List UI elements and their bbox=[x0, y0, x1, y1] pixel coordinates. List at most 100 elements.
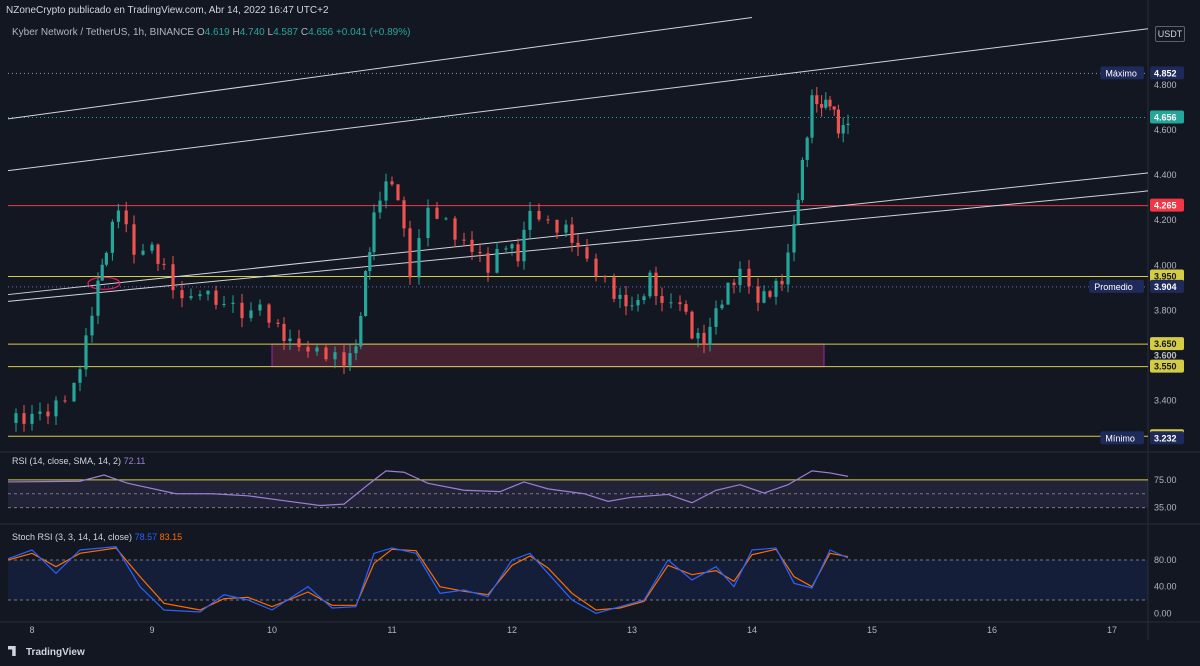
candle-body bbox=[832, 106, 836, 110]
price-tick-label: 4.200 bbox=[1154, 215, 1177, 225]
candle-body bbox=[815, 95, 819, 105]
price-label-value: 4.656 bbox=[1154, 112, 1177, 122]
candle-body bbox=[516, 244, 520, 262]
stoch-rsi-pane: 80.00 40.00 0.00 bbox=[7, 546, 1177, 618]
candle-body bbox=[696, 332, 700, 339]
candle-body bbox=[110, 221, 114, 253]
candle-body bbox=[240, 302, 244, 319]
candle-body bbox=[249, 310, 253, 319]
candle-body bbox=[528, 210, 532, 230]
candle-body bbox=[603, 276, 607, 278]
candle-body bbox=[324, 347, 328, 360]
price-label-value: 4.852 bbox=[1154, 68, 1177, 78]
candle-body bbox=[426, 207, 430, 239]
candle-body bbox=[654, 272, 658, 297]
candle-body bbox=[470, 239, 474, 252]
candle-body bbox=[678, 302, 682, 305]
candle-body bbox=[828, 99, 832, 107]
stoch-d-value: 83.15 bbox=[159, 532, 183, 542]
rsi-tick-label: 75.00 bbox=[1154, 475, 1177, 485]
price-label-value: 3.232 bbox=[1154, 433, 1177, 443]
candle-body bbox=[546, 219, 550, 221]
price-label-box bbox=[1150, 198, 1184, 212]
candle-body bbox=[124, 210, 128, 225]
candle-body bbox=[22, 413, 26, 424]
ohlc-open: 4.619 bbox=[204, 27, 230, 38]
candle-body bbox=[315, 347, 319, 352]
candle-body bbox=[206, 290, 210, 295]
candle-body bbox=[258, 304, 262, 311]
candle-body bbox=[720, 304, 724, 309]
price-label-value: 3.550 bbox=[1154, 362, 1177, 372]
candle-body bbox=[132, 224, 136, 255]
candle-body bbox=[435, 207, 439, 219]
candle-body bbox=[612, 277, 616, 299]
candle-body bbox=[762, 291, 766, 303]
stoch-tick-label: 80.00 bbox=[1154, 555, 1177, 565]
candle-body bbox=[288, 338, 292, 342]
candle-body bbox=[796, 199, 800, 224]
price-label-box bbox=[1150, 110, 1184, 124]
candle-body bbox=[684, 304, 688, 312]
time-tick-label: 14 bbox=[747, 625, 757, 635]
candle-body bbox=[396, 184, 400, 201]
price-label-box bbox=[1150, 337, 1184, 351]
candle-body bbox=[100, 264, 104, 281]
horizontal-levels bbox=[8, 72, 1148, 437]
price-label-tag bbox=[1089, 279, 1144, 293]
candle-body bbox=[669, 302, 673, 304]
candle-body bbox=[486, 253, 490, 273]
ohlc-close-label: C bbox=[300, 27, 309, 38]
trendline bbox=[7, 172, 1149, 296]
candle-body bbox=[84, 335, 88, 370]
price-tick-label: 4.600 bbox=[1154, 125, 1177, 135]
candle-body bbox=[504, 248, 508, 250]
candle-body bbox=[384, 181, 388, 201]
stoch-d-line bbox=[7, 547, 849, 611]
price-label-value: 3.650 bbox=[1154, 339, 1177, 349]
candle-body bbox=[222, 304, 226, 306]
price-label-name: Promedio bbox=[1094, 282, 1133, 292]
ohlc-low-label: L bbox=[267, 27, 274, 38]
time-tick-label: 10 bbox=[267, 625, 277, 635]
price-label-value: 3.600 bbox=[1154, 350, 1177, 360]
rsi-legend[interactable]: RSI (14, close, SMA, 14, 2) 72.11 bbox=[12, 456, 145, 466]
price-label-box bbox=[1150, 359, 1184, 373]
symbol-legend[interactable]: Kyber Network / TetherUS, 1h, BINANCE O4… bbox=[12, 27, 410, 38]
stoch-tick-label: 0.00 bbox=[1154, 608, 1172, 618]
candle-body bbox=[636, 300, 640, 306]
candle-body bbox=[738, 268, 742, 286]
ohlc-low: 4.587 bbox=[273, 27, 299, 38]
time-tick-label: 13 bbox=[627, 625, 637, 635]
candle-body bbox=[141, 250, 145, 255]
currency-button[interactable]: USDT bbox=[1155, 26, 1185, 42]
price-label-box bbox=[1150, 269, 1184, 283]
candle-body bbox=[38, 411, 42, 414]
price-label-name: Máximo bbox=[1105, 68, 1137, 78]
candle-body bbox=[726, 282, 730, 305]
time-tick-label: 12 bbox=[507, 625, 517, 635]
candle-body bbox=[702, 332, 706, 346]
stoch-legend[interactable]: Stoch RSI (3, 3, 14, 14, close) 78.57 83… bbox=[12, 532, 182, 542]
price-label-value: 4.265 bbox=[1154, 201, 1177, 211]
candle-body bbox=[555, 219, 559, 233]
tradingview-brand[interactable]: TradingView bbox=[8, 646, 85, 658]
tradingview-logo-icon bbox=[8, 646, 16, 656]
time-tick-label: 16 bbox=[987, 625, 997, 635]
candle-body bbox=[354, 346, 358, 354]
candle-body bbox=[786, 252, 790, 285]
time-tick-label: 9 bbox=[149, 625, 154, 635]
price-label-tag bbox=[1100, 431, 1144, 445]
price-tick-label: 4.800 bbox=[1154, 80, 1177, 90]
candle-body bbox=[594, 258, 598, 277]
price-label-box bbox=[1150, 66, 1184, 80]
candle-body bbox=[189, 296, 193, 299]
candle-body bbox=[522, 229, 526, 262]
candle-body bbox=[116, 210, 120, 222]
rsi-pane: 75.00 35.00 bbox=[7, 470, 1177, 513]
price-label-tag bbox=[1100, 66, 1144, 80]
candle-body bbox=[453, 218, 457, 240]
symbol-name: Kyber Network / TetherUS, 1h, BINANCE bbox=[12, 27, 195, 38]
price-tick-label: 4.400 bbox=[1154, 170, 1177, 180]
